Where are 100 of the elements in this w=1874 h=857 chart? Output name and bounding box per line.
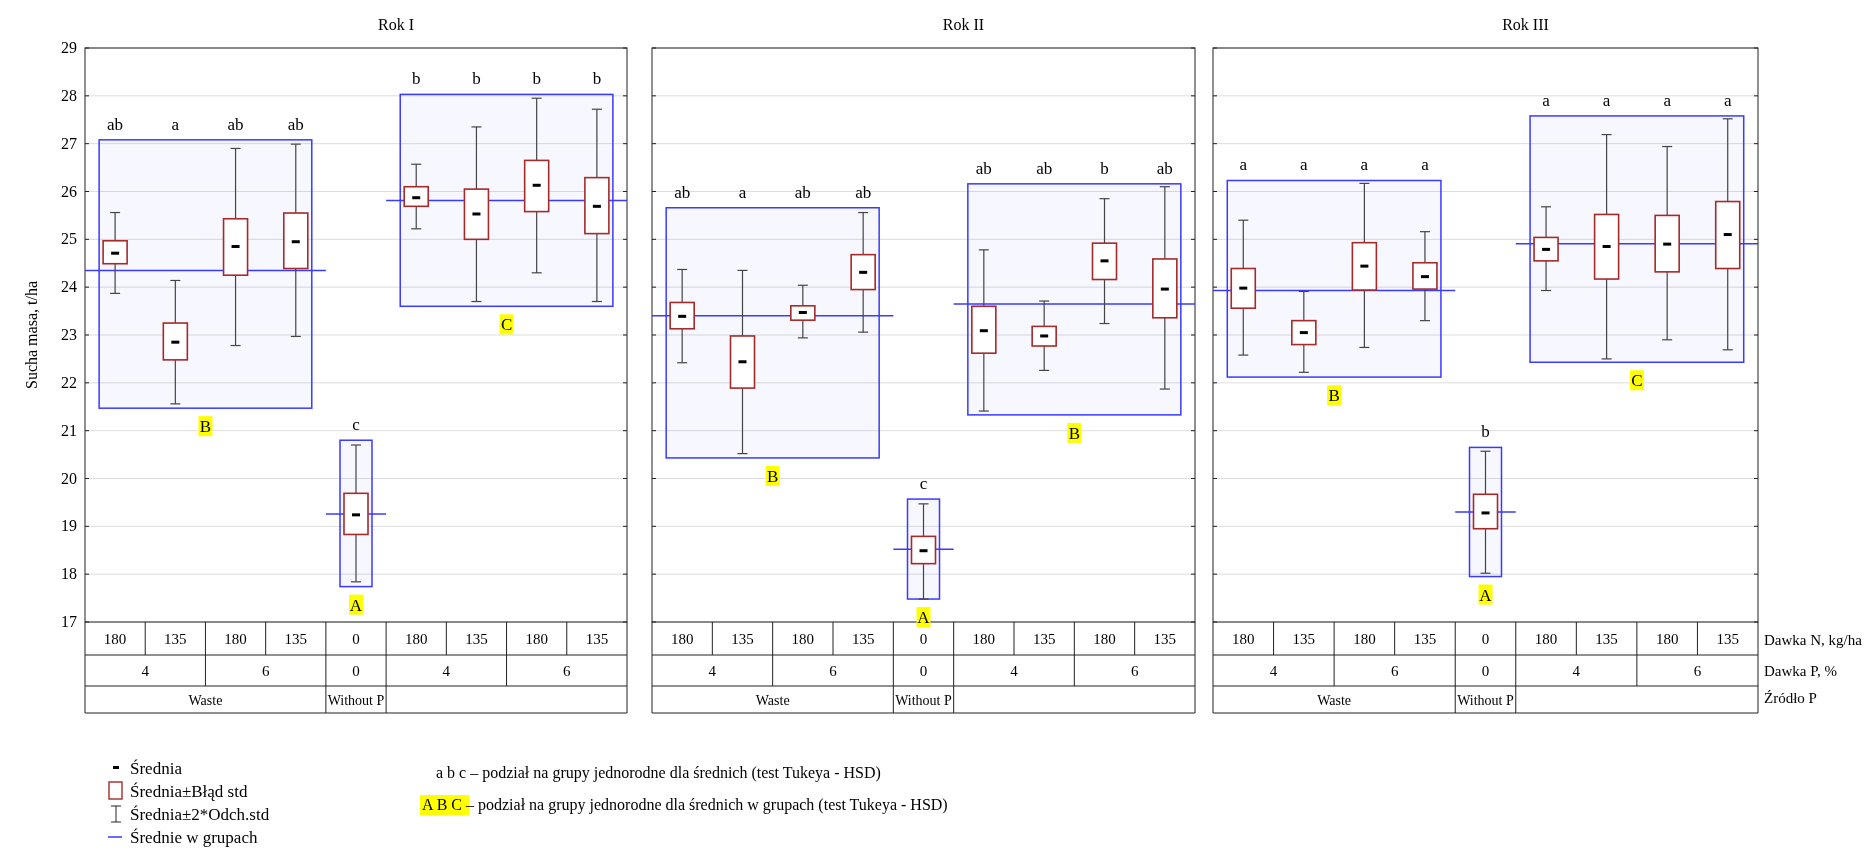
text: 4 bbox=[442, 663, 451, 679]
text: a bbox=[171, 114, 180, 134]
text: a b c – podział na grupy jednorodne dla średnich (test Tukeya - HSD) bbox=[436, 764, 881, 782]
text: 4 bbox=[708, 663, 717, 679]
x-tick-label: 135 bbox=[164, 631, 187, 647]
x-tick-label: 0 bbox=[352, 631, 360, 647]
text: b bbox=[532, 69, 541, 89]
x-tick-label: 135 bbox=[284, 631, 308, 647]
y-tick-label: 17 bbox=[61, 613, 77, 630]
text: 4 bbox=[141, 663, 150, 679]
y-tick-label: 19 bbox=[61, 517, 77, 535]
text: c bbox=[919, 474, 928, 494]
text: ab bbox=[1156, 158, 1173, 178]
x-tick-label: 180 bbox=[1093, 631, 1116, 647]
x-tick-label: 180 bbox=[1655, 631, 1679, 647]
text: ab bbox=[674, 182, 691, 202]
y-tick-label: 28 bbox=[61, 86, 77, 104]
text: 6 bbox=[1390, 663, 1399, 679]
text: a bbox=[1300, 155, 1308, 175]
x-tick-label: 135 bbox=[1595, 631, 1618, 647]
text: Waste bbox=[755, 693, 790, 708]
text: b bbox=[472, 69, 481, 89]
text: 0 bbox=[1481, 663, 1490, 679]
text: ab bbox=[287, 114, 304, 134]
x-tick-label: 180 bbox=[1353, 631, 1376, 647]
text: b bbox=[411, 69, 421, 89]
text: ab bbox=[227, 114, 244, 134]
x-tick-label: 180 bbox=[670, 631, 694, 647]
y-tick-label: 21 bbox=[61, 421, 77, 439]
x-tick-label: 180 bbox=[1534, 631, 1558, 647]
text: 0 bbox=[919, 663, 928, 679]
text: 6 bbox=[1130, 663, 1139, 679]
text: 4 bbox=[1269, 663, 1278, 679]
y-tick-label: 29 bbox=[61, 39, 77, 56]
x-tick-label: 135 bbox=[1153, 631, 1177, 647]
y-tick-label: 20 bbox=[61, 469, 77, 487]
y-tick-label: 22 bbox=[61, 373, 77, 391]
text: b bbox=[1481, 422, 1490, 442]
x-tick-label: 135 bbox=[1292, 631, 1316, 647]
x-tick-label: 135 bbox=[1716, 631, 1739, 647]
text: ab bbox=[855, 182, 872, 202]
text: c bbox=[352, 415, 360, 435]
text: 6 bbox=[1693, 663, 1702, 679]
y-tick-label: 18 bbox=[61, 565, 77, 583]
x-tick-label: 180 bbox=[525, 631, 548, 647]
text: 6 bbox=[829, 663, 838, 679]
x-tick-label: 135 bbox=[465, 631, 488, 647]
chart-title: Rok I bbox=[378, 16, 414, 33]
text: 4 bbox=[1572, 663, 1581, 679]
y-tick-label: 24 bbox=[61, 278, 77, 296]
y-tick-label: 25 bbox=[61, 230, 77, 248]
y-tick-label: 23 bbox=[61, 326, 77, 343]
text: Średnie w grupach bbox=[130, 828, 258, 847]
text: Źródło P bbox=[1764, 690, 1817, 706]
x-tick-label: 180 bbox=[224, 631, 247, 647]
x-tick-label: 180 bbox=[103, 631, 127, 647]
text: 6 bbox=[563, 663, 572, 679]
x-tick-label: 0 bbox=[1481, 631, 1490, 647]
text: A B C – podział na grupy jednorodne dla średnich w grupach (test Tukeya - HSD) bbox=[422, 796, 948, 814]
x-tick-label: 135 bbox=[731, 631, 754, 647]
text: a bbox=[738, 182, 747, 202]
chart-title: Rok III bbox=[1502, 16, 1549, 33]
text: b bbox=[592, 69, 602, 89]
text: a bbox=[1542, 90, 1550, 110]
x-tick-label: 0 bbox=[919, 631, 928, 647]
y-tick-label: 26 bbox=[61, 182, 77, 200]
text: 4 bbox=[1010, 663, 1019, 679]
text: Średnia±Błąd std bbox=[130, 782, 248, 801]
x-tick-label: 135 bbox=[851, 631, 875, 647]
text: Średnia bbox=[130, 759, 183, 778]
text: a bbox=[1421, 155, 1429, 175]
text: ab bbox=[107, 114, 124, 134]
text: Dawka P, % bbox=[1764, 663, 1837, 679]
text: Waste bbox=[1317, 693, 1352, 708]
text: Dawka N, kg/ha bbox=[1764, 632, 1863, 648]
x-tick-label: 180 bbox=[1232, 631, 1255, 647]
text: ab bbox=[794, 182, 811, 202]
text: Without P bbox=[895, 693, 953, 708]
text: 0 bbox=[352, 663, 360, 679]
text: a bbox=[1602, 90, 1611, 110]
x-tick-label: 180 bbox=[404, 631, 428, 647]
x-tick-label: 135 bbox=[1032, 631, 1056, 647]
x-tick-label: 180 bbox=[972, 631, 996, 647]
x-tick-label: 180 bbox=[791, 631, 815, 647]
text: ab bbox=[975, 158, 992, 178]
text: 6 bbox=[261, 663, 270, 679]
y-axis-title: Sucha masa, t/ha bbox=[23, 281, 40, 389]
text: b bbox=[1100, 158, 1109, 178]
text: Without P bbox=[327, 693, 385, 708]
x-tick-label: 135 bbox=[585, 631, 609, 647]
text: a bbox=[1663, 90, 1671, 110]
text: Waste bbox=[188, 693, 223, 708]
text: a bbox=[1239, 155, 1248, 175]
text: Średnia±2*Odch.std bbox=[130, 805, 270, 824]
x-tick-label: 135 bbox=[1413, 631, 1437, 647]
text: a bbox=[1723, 90, 1732, 110]
text: ab bbox=[1036, 158, 1053, 178]
chart-title: Rok II bbox=[942, 16, 985, 33]
y-tick-label: 27 bbox=[61, 134, 77, 152]
text: a bbox=[1360, 155, 1369, 175]
